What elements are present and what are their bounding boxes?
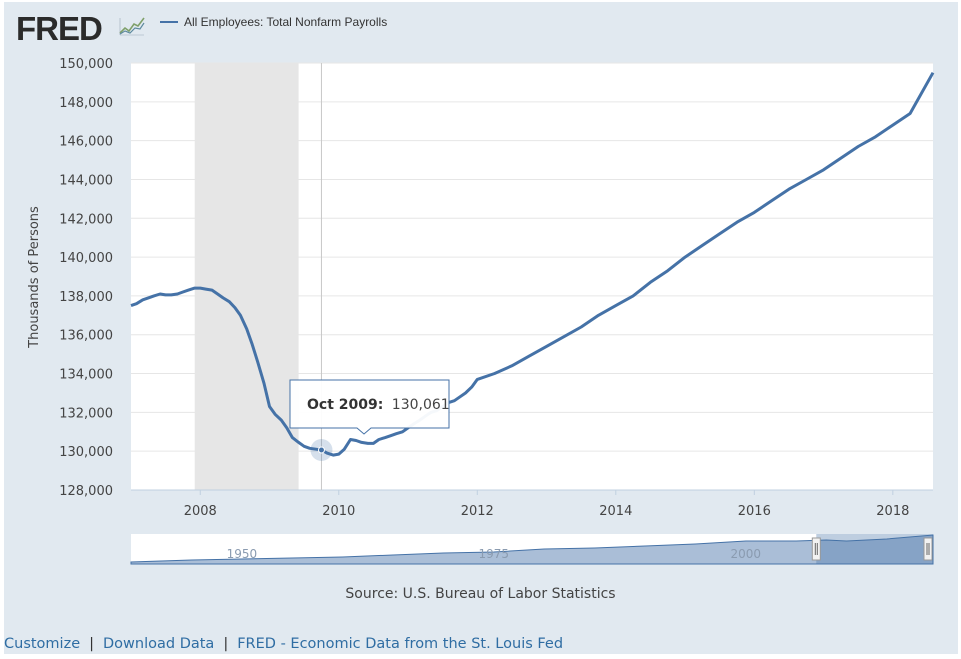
navigator-series [130,534,934,565]
line-chart: 128,000 130,000 132,000 134,000 136,000 138,0… [27,57,935,565]
y-tick-label: 128,000 [59,484,113,499]
footer-separator: | [89,636,95,652]
tooltip-label: Oct 2009: [307,397,383,413]
y-tick-label: 130,000 [59,445,113,460]
y-tick-label: 140,000 [59,251,113,266]
y-axis-label: Thousands of Persons [27,206,42,349]
y-tick-label: 138,000 [59,290,113,305]
tooltip-box [289,379,450,435]
navigator: 1950 1975 2000 [130,534,934,565]
fred-home-link[interactable]: FRED - Economic Data from the St. Louis … [237,636,564,652]
y-axis-ticks: 128,000 130,000 132,000 134,000 136,000 138,0… [59,57,113,499]
footer-links: Customize | Download Data | FRED - Economic … [4,636,563,652]
download-data-link[interactable]: Download Data [103,636,215,652]
footer-separator: | [223,636,229,652]
navigator-label: 2000 [730,547,761,561]
navigator-selection[interactable] [816,534,933,564]
recession-band [194,63,299,490]
y-tick-label: 144,000 [59,173,113,188]
y-tick-label: 132,000 [59,406,113,421]
y-tick-label: 150,000 [59,57,113,72]
x-tick-label: 2010 [322,504,355,519]
fred-logo[interactable]: FRED [16,10,103,47]
chart-source: Source: U.S. Bureau of Labor Statistics [345,586,616,602]
legend-label: All Employees: Total Nonfarm Payrolls [184,15,388,29]
y-tick-label: 136,000 [59,329,113,344]
y-tick-label: 146,000 [59,135,113,150]
x-axis-ticks: 2008 2010 2012 2014 2016 2018 [184,490,909,519]
tooltip-value: 130,061 [392,397,450,413]
x-tick-label: 2008 [184,504,217,519]
chart-legend[interactable]: All Employees: Total Nonfarm Payrolls [160,15,387,29]
navigator-label: 1950 [227,547,258,561]
navigator-left-handle[interactable] [811,537,821,561]
legend-swatch [160,20,178,23]
x-tick-label: 2018 [876,504,909,519]
y-tick-label: 142,000 [59,212,113,227]
tooltip: Oct 2009: 130,061 [289,379,450,435]
fred-graph-icon [116,14,146,38]
x-tick-label: 2012 [461,504,494,519]
x-tick-label: 2016 [738,504,771,519]
y-tick-label: 148,000 [59,96,113,111]
x-tick-label: 2014 [599,504,632,519]
navigator-right-handle[interactable] [923,537,933,561]
gridlines [131,62,933,452]
series-line [130,71,935,457]
y-tick-label: 134,000 [59,368,113,383]
svg-text:Oct 2009: 130,061: Oct 2009: 130,061 [307,397,450,413]
customize-link[interactable]: Customize [4,636,81,652]
navigator-label: 1975 [479,547,510,561]
hover-point [317,446,325,454]
